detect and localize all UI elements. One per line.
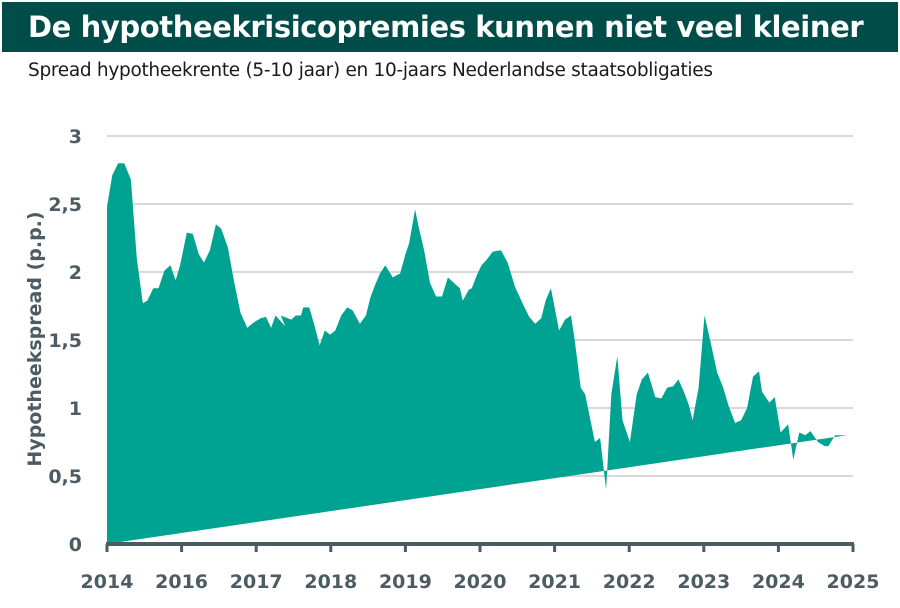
x-tick-label: 2019 [379, 571, 432, 593]
chart-title: De hypotheekrisicopremies kunnen niet ve… [28, 10, 864, 44]
x-axis-ticks: 2014 2016 2017 2018 2019 2020 2021 2022 2023 2024… [81, 544, 880, 593]
x-tick-label: 2024 [752, 571, 805, 593]
y-tick-label: 1 [69, 398, 82, 420]
spread-area [107, 163, 847, 544]
x-tick-label: 2021 [528, 571, 581, 593]
y-axis-ticks: 0 0,5 1 1,5 2 2,5 3 [48, 126, 82, 556]
y-tick-label: 0 [69, 534, 82, 556]
x-tick-label: 2023 [677, 571, 730, 593]
chart-subtitle: Spread hypotheekrente (5-10 jaar) en 10-… [28, 60, 713, 81]
title-bar: De hypotheekrisicopremies kunnen niet ve… [2, 2, 898, 52]
y-tick-label: 3 [69, 126, 82, 148]
y-tick-label: 2 [69, 262, 82, 284]
x-tick-label: 2014 [81, 571, 134, 593]
x-tick-label: 2025 [827, 571, 880, 593]
y-tick-label: 2,5 [48, 194, 82, 216]
y-axis-label: Hypotheekspread (p.p.) [24, 211, 46, 467]
y-tick-label: 0,5 [48, 466, 82, 488]
x-tick-label: 2016 [155, 571, 208, 593]
x-tick-label: 2020 [454, 571, 507, 593]
x-tick-label: 2017 [230, 571, 283, 593]
y-tick-label: 1,5 [48, 330, 82, 352]
x-tick-label: 2018 [304, 571, 357, 593]
x-tick-label: 2022 [603, 571, 656, 593]
